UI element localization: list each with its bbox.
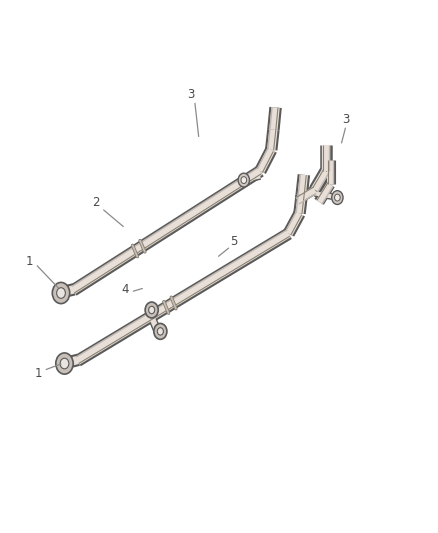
Circle shape <box>148 306 155 314</box>
Circle shape <box>52 282 70 304</box>
Text: 5: 5 <box>230 235 238 247</box>
Text: 3: 3 <box>187 87 194 101</box>
Circle shape <box>238 173 250 187</box>
Text: 4: 4 <box>122 284 129 296</box>
Circle shape <box>57 288 65 298</box>
Circle shape <box>154 324 167 340</box>
Circle shape <box>60 358 69 369</box>
Circle shape <box>332 191 343 205</box>
Text: 2: 2 <box>92 196 100 209</box>
Circle shape <box>335 194 340 201</box>
Circle shape <box>157 328 163 335</box>
Circle shape <box>145 302 158 318</box>
Text: 3: 3 <box>343 112 350 126</box>
Circle shape <box>56 353 73 374</box>
Text: 1: 1 <box>35 367 42 380</box>
Circle shape <box>241 176 247 183</box>
Text: 1: 1 <box>26 255 33 268</box>
